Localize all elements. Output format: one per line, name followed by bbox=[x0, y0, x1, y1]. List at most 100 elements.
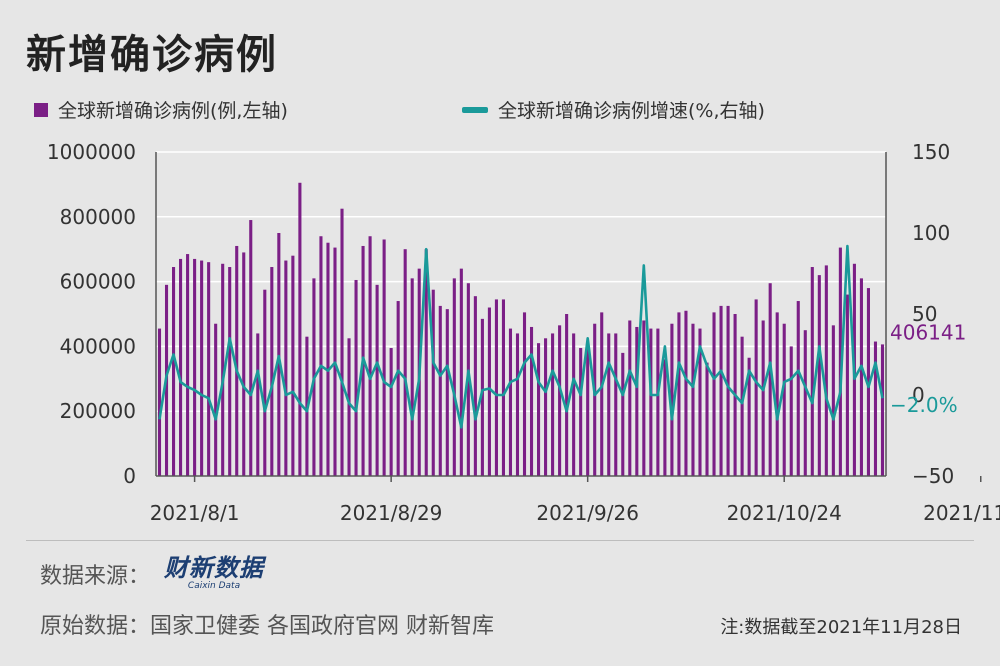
bar bbox=[747, 357, 751, 476]
brand-name: 财新数据 bbox=[164, 554, 265, 582]
legend-line-swatch bbox=[462, 106, 488, 113]
legend-item-line: 全球新增确诊病例增速(%,右轴) bbox=[462, 96, 765, 123]
data-cutoff-note: 注:数据截至2021年11月28日 bbox=[720, 617, 962, 638]
bar bbox=[242, 252, 246, 476]
bar bbox=[263, 289, 267, 476]
bar bbox=[607, 333, 611, 476]
x-tick-label: 2021/9/26 bbox=[536, 501, 639, 525]
bar bbox=[740, 336, 744, 476]
bar bbox=[845, 294, 849, 476]
bar bbox=[600, 312, 604, 476]
bar bbox=[403, 249, 407, 476]
bar bbox=[761, 320, 765, 476]
growth-line bbox=[158, 244, 884, 429]
bar bbox=[684, 310, 688, 476]
x-tick-label: 2021/10/24 bbox=[727, 501, 842, 525]
bar bbox=[824, 265, 828, 476]
bar bbox=[628, 320, 632, 476]
caixin-data-logo: 财新数据 Caixin Data bbox=[164, 556, 264, 591]
bar bbox=[157, 328, 162, 476]
bar bbox=[221, 263, 225, 476]
bar bbox=[431, 289, 435, 476]
bar bbox=[656, 328, 660, 476]
bar bbox=[726, 305, 730, 476]
bar bbox=[445, 309, 449, 476]
bar bbox=[803, 330, 807, 476]
bar bbox=[529, 326, 534, 476]
axes: 1000000 800000 600000 400000 200000 0 150 100 50… bbox=[47, 140, 1000, 525]
bar bbox=[712, 312, 716, 476]
bar bbox=[866, 288, 870, 476]
bar bbox=[298, 182, 302, 476]
legend-bar-label: 全球新增确诊病例(例,左轴) bbox=[58, 100, 288, 122]
bar bbox=[347, 338, 351, 476]
bar bbox=[754, 299, 758, 476]
bar bbox=[642, 320, 646, 476]
bar bbox=[677, 312, 681, 476]
data-source: 数据来源： 财新数据 Caixin Data bbox=[40, 556, 264, 591]
bar-series bbox=[157, 182, 885, 476]
y-right-tick-label: 0 bbox=[912, 383, 925, 407]
bar bbox=[207, 262, 211, 476]
y-right-tick-label: 100 bbox=[912, 221, 950, 245]
bar bbox=[424, 249, 428, 476]
bar bbox=[719, 305, 723, 476]
bar bbox=[831, 325, 835, 476]
bar bbox=[326, 242, 330, 476]
bar bbox=[635, 326, 639, 476]
bar bbox=[880, 344, 885, 476]
bar bbox=[459, 268, 463, 476]
bar bbox=[621, 352, 625, 476]
bar bbox=[396, 301, 400, 476]
source-label: 数据来源： bbox=[40, 563, 151, 589]
bar bbox=[649, 328, 653, 476]
origin-data: 原始数据：国家卫健委 各国政府官网 财新智库 bbox=[40, 614, 494, 639]
bar bbox=[494, 299, 498, 476]
bar bbox=[487, 307, 491, 476]
bar bbox=[515, 333, 520, 476]
bar bbox=[705, 362, 709, 476]
bar bbox=[389, 348, 393, 476]
bar bbox=[782, 323, 786, 476]
bar bbox=[340, 208, 344, 476]
bar bbox=[663, 359, 667, 476]
line-series bbox=[158, 244, 884, 429]
bar bbox=[838, 247, 842, 476]
y-left-tick-label: 600000 bbox=[60, 270, 136, 294]
y-left-tick-label: 800000 bbox=[60, 205, 136, 229]
bar bbox=[284, 260, 288, 476]
bar bbox=[614, 333, 618, 476]
bar bbox=[354, 279, 358, 476]
bar bbox=[410, 278, 414, 476]
bar bbox=[551, 333, 555, 476]
bar bbox=[537, 343, 541, 476]
bar bbox=[768, 283, 772, 476]
bar bbox=[473, 296, 477, 476]
bar bbox=[249, 220, 253, 476]
bar bbox=[193, 258, 197, 476]
bar bbox=[501, 299, 505, 476]
x-tick-label: 2021/11/21 bbox=[923, 501, 1000, 525]
bar bbox=[558, 325, 562, 476]
bar bbox=[796, 301, 800, 476]
y-right-tick-label: 50 bbox=[912, 302, 937, 326]
bar bbox=[228, 267, 232, 476]
bar bbox=[256, 333, 260, 476]
bar bbox=[179, 258, 183, 476]
chart-plot: 1000000 800000 600000 400000 200000 0 150 100 50… bbox=[47, 140, 1000, 525]
bar bbox=[698, 328, 702, 476]
bar bbox=[572, 333, 576, 476]
bar bbox=[593, 323, 597, 476]
bar bbox=[382, 239, 386, 476]
bar bbox=[579, 348, 583, 476]
end-labels: 406141 −2.0% bbox=[890, 320, 966, 417]
bar bbox=[291, 255, 295, 476]
y-left-tick-label: 400000 bbox=[60, 334, 136, 358]
bar bbox=[277, 233, 281, 476]
bar bbox=[670, 323, 674, 476]
bar bbox=[438, 305, 442, 476]
bar bbox=[375, 284, 379, 476]
footer-divider bbox=[26, 540, 974, 541]
bar bbox=[368, 236, 372, 476]
bar bbox=[508, 328, 513, 476]
